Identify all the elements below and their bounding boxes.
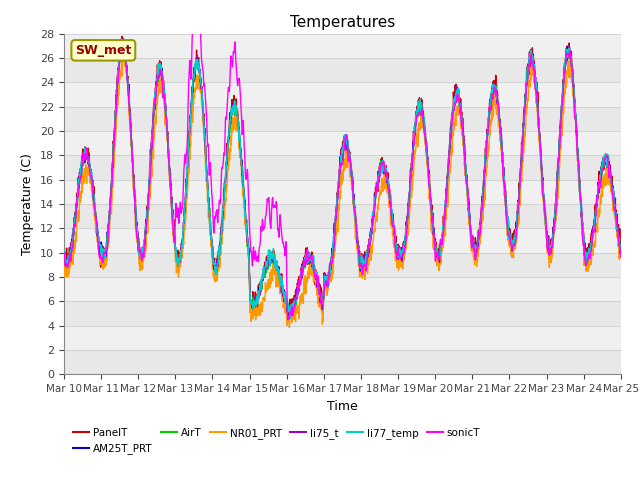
- Bar: [64, 58, 621, 82]
- Bar: [64, 228, 621, 252]
- Title: Temperatures: Temperatures: [290, 15, 395, 30]
- Y-axis label: Temperature (C): Temperature (C): [22, 153, 35, 255]
- Bar: [64, 326, 621, 350]
- Bar: [64, 34, 621, 58]
- Bar: [64, 180, 621, 204]
- Bar: [64, 204, 621, 228]
- Bar: [64, 277, 621, 301]
- Bar: [64, 350, 621, 374]
- Legend: PanelT, AM25T_PRT, AirT, NR01_PRT, li75_t, li77_temp, sonicT: PanelT, AM25T_PRT, AirT, NR01_PRT, li75_…: [69, 424, 484, 458]
- Text: SW_met: SW_met: [75, 44, 131, 57]
- Bar: [64, 252, 621, 277]
- X-axis label: Time: Time: [327, 400, 358, 413]
- Bar: [64, 301, 621, 326]
- Bar: [64, 131, 621, 156]
- Bar: [64, 82, 621, 107]
- Bar: [64, 107, 621, 131]
- Bar: [64, 156, 621, 180]
